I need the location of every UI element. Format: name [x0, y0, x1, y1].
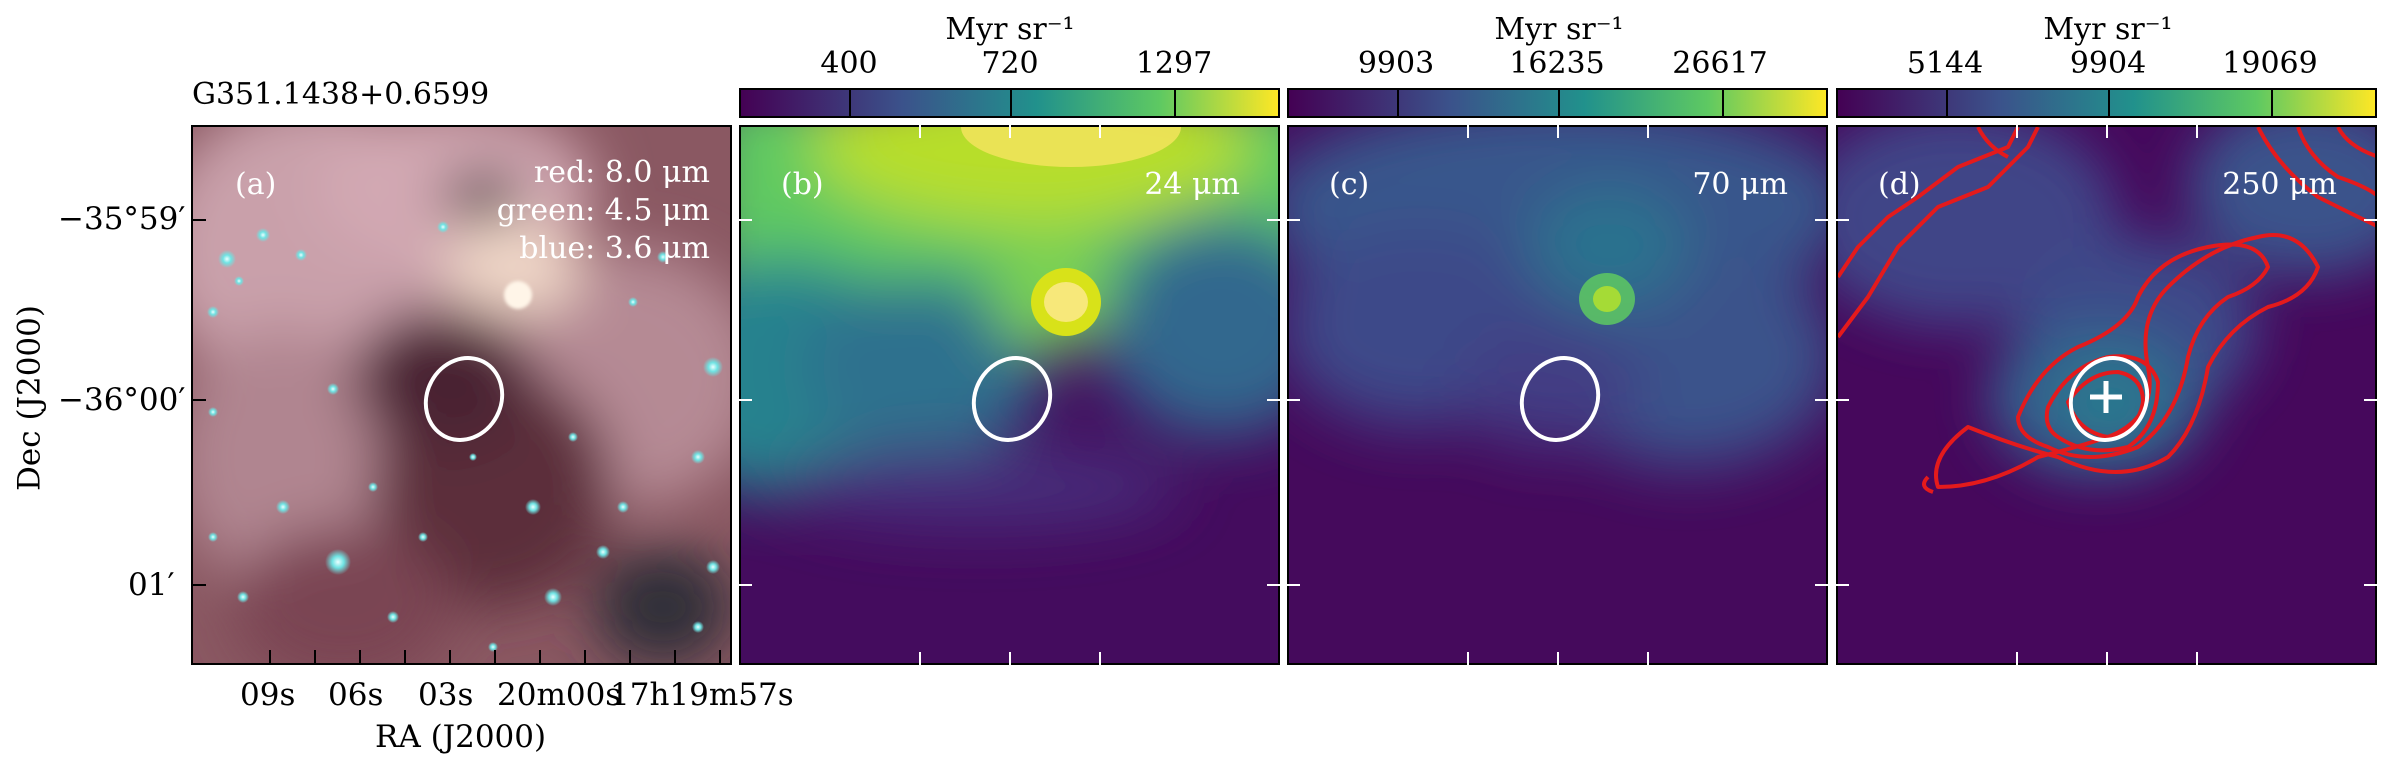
- colorbar-c-gradient: [1287, 88, 1828, 118]
- dec-tick-3: 01′: [128, 567, 175, 603]
- panel-d-label: (d): [1878, 167, 1921, 202]
- panel-a-legend-blue: blue: 3.6 μm: [519, 231, 710, 266]
- panel-a-legend-red: red: 8.0 μm: [533, 155, 710, 190]
- dec-tick-1: −35°59′: [58, 201, 186, 237]
- ra-tick-3: 03s: [418, 677, 474, 713]
- panel-d-contours: [1838, 127, 2375, 494]
- panel-c-band: 70 μm: [1692, 167, 1788, 202]
- x-axis-title: RA (J2000): [375, 719, 547, 755]
- colorbar-b-tick-2: 720: [981, 46, 1039, 81]
- colorbar-b-tick-3: 1297: [1135, 46, 1213, 81]
- panel-d-band: 250 μm: [2222, 167, 2337, 202]
- colorbar-d-tick-1: 5144: [1906, 46, 1984, 81]
- source-name: G351.1438+0.6599: [192, 77, 490, 112]
- panel-a-ellipse: [423, 356, 505, 442]
- colorbar-c-tick-1: 9903: [1357, 46, 1435, 81]
- colorbar-d-tick-3: 19069: [2222, 46, 2318, 81]
- panel-c-ellipse: [1519, 356, 1601, 442]
- colorbar-b-gradient: [739, 88, 1280, 118]
- ra-tick-5: 17h19m57s: [610, 677, 794, 713]
- panel-a-label: (a): [235, 167, 277, 202]
- colorbar-d-title: Myr sr⁻¹: [2043, 12, 2173, 47]
- panel-b-24um-image: (b) 24 μm: [739, 125, 1280, 665]
- colorbar-d-tick-2: 9904: [2069, 46, 2147, 81]
- colorbar-b-title: Myr sr⁻¹: [945, 12, 1075, 47]
- panel-b-band: 24 μm: [1144, 167, 1240, 202]
- ra-tick-1: 09s: [240, 677, 296, 713]
- ra-tick-4: 20m00s: [497, 677, 622, 713]
- dec-tick-2: −36°00′: [58, 382, 186, 418]
- colorbar-b-tick-1: 400: [820, 46, 878, 81]
- colorbar-c-tick-2: 16235: [1509, 46, 1605, 81]
- panel-b-ellipse: [971, 356, 1053, 442]
- panel-d-ellipse: [2068, 356, 2150, 442]
- panel-b-label: (b): [781, 167, 824, 202]
- panel-a-rgb-image: (a) red: 8.0 μm green: 4.5 μm blue: 3.6 …: [191, 125, 732, 665]
- panel-c-70um-image: (c) 70 μm: [1287, 125, 1828, 665]
- panel-a-legend-green: green: 4.5 μm: [496, 193, 710, 228]
- y-axis-title: Dec (J2000): [11, 305, 48, 491]
- panel-c-label: (c): [1329, 167, 1370, 202]
- colorbar-d-gradient: [1836, 88, 2377, 118]
- panel-d-peak-marker: [2090, 381, 2122, 413]
- panel-d-250um-image: (d) 250 μm: [1836, 125, 2377, 665]
- ra-tick-2: 06s: [328, 677, 384, 713]
- colorbar-c-tick-3: 26617: [1672, 46, 1768, 81]
- colorbar-c-title: Myr sr⁻¹: [1494, 12, 1624, 47]
